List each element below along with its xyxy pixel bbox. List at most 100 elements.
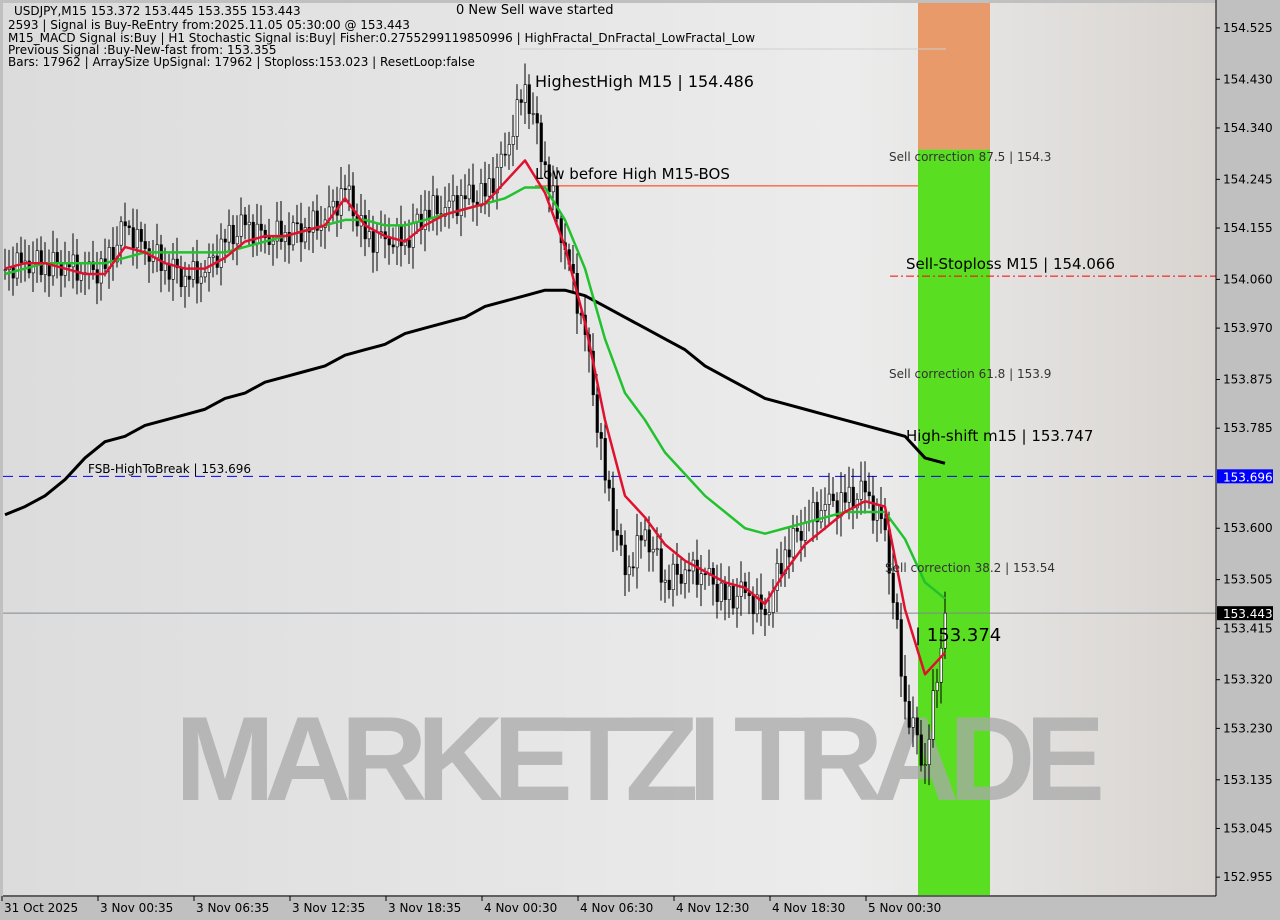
candle-body — [543, 161, 547, 166]
candle-body — [647, 529, 651, 553]
candle-body — [247, 221, 251, 226]
candle-body — [447, 200, 451, 208]
candle-body — [227, 224, 231, 243]
candle-body — [611, 487, 615, 531]
fsb-high-to-break-label: FSB-HighToBreak | 153.696 — [88, 462, 251, 476]
y-tick-label: 154.430 — [1223, 72, 1273, 86]
candle-body — [167, 263, 171, 280]
candle-body — [431, 195, 435, 219]
candle-body — [183, 275, 187, 288]
candle-body — [315, 210, 319, 231]
highest-high-label: HighestHigh M15 | 154.486 — [535, 72, 754, 91]
candle-body — [767, 612, 771, 616]
candle-body — [483, 183, 487, 197]
y-tick-label: 154.525 — [1223, 21, 1273, 35]
candle-body — [399, 225, 403, 247]
candle-body — [295, 222, 299, 225]
candle-body — [495, 167, 499, 194]
candle-body — [819, 510, 823, 523]
y-tick-label: 154.245 — [1223, 172, 1273, 186]
x-tick-label: 4 Nov 00:30 — [484, 901, 557, 915]
moving-average-line-1 — [4, 288, 946, 517]
candle-body — [311, 210, 315, 233]
candle-body — [943, 612, 947, 649]
candle-body — [191, 261, 195, 280]
candle-body — [851, 486, 855, 509]
candle-body — [727, 585, 731, 600]
candle-body — [635, 535, 639, 569]
candle-body — [619, 534, 623, 546]
candle-body — [387, 238, 391, 246]
candle-body — [43, 263, 47, 275]
candle-body — [919, 734, 923, 766]
candle-body — [907, 701, 911, 728]
candle-body — [519, 99, 523, 103]
candle-body — [763, 608, 767, 616]
candle-body — [731, 585, 735, 609]
candle-body — [459, 195, 463, 216]
x-tick-label: 4 Nov 06:30 — [580, 901, 653, 915]
candle-body — [499, 153, 503, 168]
candle-body — [739, 581, 743, 597]
candle-body — [883, 518, 887, 531]
y-tick-label: 153.045 — [1223, 821, 1273, 835]
candle-body — [651, 548, 655, 553]
candle-body — [643, 529, 647, 541]
candle-body — [275, 220, 279, 242]
candle-body — [687, 569, 691, 572]
y-tick-label: 153.320 — [1223, 673, 1273, 687]
candle-body — [331, 200, 335, 208]
x-tick-label: 4 Nov 18:30 — [772, 901, 845, 915]
candle-body — [3, 269, 7, 271]
candle-body — [523, 84, 527, 103]
sell-correction-875-label: Sell correction 87.5 | 154.3 — [889, 150, 1052, 164]
candle-body — [659, 548, 663, 583]
candle-body — [55, 252, 59, 263]
current-price-badge — [1217, 606, 1273, 621]
candle-body — [795, 528, 799, 532]
candle-body — [463, 195, 467, 200]
candle-body — [903, 675, 907, 702]
candle-body — [479, 183, 483, 207]
candle-body — [231, 224, 235, 245]
candle-body — [931, 690, 935, 740]
candle-body — [279, 220, 283, 242]
candle-body — [843, 492, 847, 503]
candle-body — [615, 530, 619, 536]
candle-body — [131, 227, 135, 249]
candle-body — [723, 582, 727, 600]
candle-body — [407, 239, 411, 248]
candle-body — [391, 244, 395, 248]
candle-body — [507, 144, 511, 156]
x-tick-label: 3 Nov 12:35 — [292, 901, 365, 915]
previous-signal-line: Previous Signal :Buy-New-fast from: 153.… — [8, 43, 277, 57]
candle-body — [815, 502, 819, 523]
candle-body — [127, 225, 131, 228]
candle-body — [867, 491, 871, 497]
candle-body — [259, 223, 263, 231]
y-tick-label: 154.340 — [1223, 121, 1273, 135]
sell-stoploss-label: Sell-Stoploss M15 | 154.066 — [906, 255, 1115, 273]
candle-body — [119, 221, 123, 246]
candle-body — [715, 583, 719, 602]
candle-body — [607, 479, 611, 489]
candle-body — [703, 573, 707, 576]
current-price-label: 153.443 — [1223, 607, 1273, 621]
y-tick-label: 153.505 — [1223, 573, 1273, 587]
current-level-label: | 153.374 — [915, 625, 1002, 646]
y-tick-label: 152.955 — [1223, 870, 1273, 884]
sell-zone-orange — [918, 3, 990, 150]
candle-body — [91, 261, 95, 270]
candle-body — [75, 254, 79, 281]
candle-body — [799, 530, 803, 541]
y-tick-label: 153.600 — [1223, 521, 1273, 535]
y-tick-label: 154.060 — [1223, 272, 1273, 286]
candle-body — [911, 717, 915, 728]
candle-body — [287, 232, 291, 246]
candle-body — [787, 549, 791, 558]
candle-body — [347, 185, 351, 190]
x-tick-label: 4 Nov 12:30 — [676, 901, 749, 915]
candle-body — [503, 153, 507, 156]
candle-body — [263, 229, 267, 239]
